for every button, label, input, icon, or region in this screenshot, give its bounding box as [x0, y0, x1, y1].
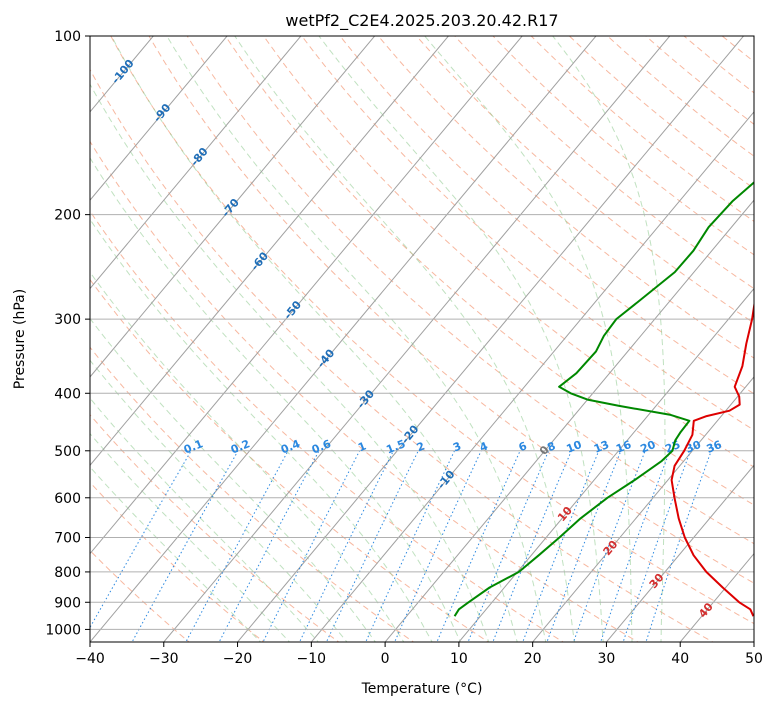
dry-adiabat-line: [90, 210, 565, 642]
moist-adiabat-line: [318, 36, 604, 642]
y-tick-label: 900: [54, 595, 81, 611]
dry-adiabat-line: [415, 36, 754, 324]
dry-adiabat-line: [186, 36, 754, 545]
x-tick-label: 40: [671, 651, 689, 667]
isotherm-line: [532, 376, 754, 642]
dry-adiabat-line: [263, 36, 754, 468]
isotherm-line: [310, 111, 754, 642]
dry-adiabat-line: [301, 36, 754, 431]
y-tick-label: 800: [54, 565, 81, 581]
y-tick-label: 100: [54, 29, 81, 45]
moist-adiabat-line: [234, 36, 575, 642]
moist-adiabat-line: [90, 218, 433, 642]
mixing-ratio-label: 1: [356, 439, 368, 454]
dry-adiabat-line: [90, 278, 490, 642]
dry-adiabat-line: [339, 36, 754, 395]
mixing-ratio-line: [262, 450, 361, 642]
dry-adiabat-line: [90, 140, 639, 642]
mixing-ratio-line: [185, 450, 289, 642]
mixing-ratio-label: 2: [415, 439, 427, 454]
plot-frame: [89, 35, 755, 643]
y-tick-label: 700: [54, 531, 81, 547]
mixing-ratio-label: 8: [545, 439, 557, 454]
isotherm-line: [384, 199, 754, 642]
x-tick-label: 20: [524, 651, 542, 667]
x-tick-label: −10: [297, 651, 327, 667]
dry-adiabat-line: [90, 413, 340, 642]
y-axis-label: Pressure (hPa): [12, 289, 28, 389]
isotherm-line: [605, 464, 754, 642]
moist-adiabat-line: [90, 83, 490, 642]
isotherm-line: [90, 36, 302, 290]
y-axis-ticks: 100 200 300 400 500 600 700 800 900 1000: [45, 29, 90, 638]
dry-adiabat-line: [90, 68, 714, 642]
mixing-ratio-line: [131, 450, 239, 642]
mixing-ratio-line: [573, 450, 646, 642]
x-tick-label: −40: [75, 651, 105, 667]
y-tick-label: 300: [54, 312, 81, 328]
mixing-ratio-label: 20: [638, 438, 657, 456]
mixing-ratio-label: 13: [592, 438, 611, 456]
mixing-ratio-label: 10: [565, 438, 584, 456]
moist-adiabat-line: [90, 466, 262, 642]
dry-adiabat-line: [224, 36, 754, 506]
mixing-ratio-label: 36: [705, 438, 724, 456]
mixing-ratio-line: [90, 450, 192, 629]
x-axis-label: Temperature (°C): [361, 681, 483, 697]
moist-adiabat-line: [90, 432, 291, 642]
pressure-grid: [90, 36, 754, 630]
dewpoint-profile-line: [453, 181, 754, 617]
x-tick-label: 10: [450, 651, 468, 667]
moist-adiabat-line: [110, 36, 518, 642]
mixing-ratio-line: [492, 450, 572, 642]
moist-adiabat-line: [90, 317, 376, 642]
isotherm-line: [90, 36, 376, 378]
x-tick-label: −20: [223, 651, 253, 667]
mixing-ratio-line: [522, 450, 600, 642]
mixing-ratio-line: [394, 450, 482, 642]
x-tick-label: 0: [381, 651, 390, 667]
x-tick-label: 30: [598, 651, 616, 667]
mixing-ratio-label: 16: [614, 438, 633, 456]
dry-adiabat-line: [110, 36, 754, 625]
plot-background: [90, 36, 754, 642]
temperature-profile-line: [670, 300, 754, 617]
mixing-ratio-line: [546, 450, 622, 642]
mixing-ratio-line: [218, 450, 320, 642]
isotherm-line: [90, 36, 228, 201]
isotherm-line: [90, 36, 450, 467]
y-tick-label: 1000: [45, 622, 81, 638]
moist-adiabat-line: [552, 36, 666, 642]
x-tick-label: 50: [745, 651, 763, 667]
mixing-ratio-line: [436, 450, 521, 642]
isotherm-line: [163, 36, 671, 642]
chart-title: wetPf2_C2E4.2025.203.20.42.R17: [285, 11, 558, 31]
dry-adiabat-line: [492, 36, 754, 256]
dry-adiabat-line: [454, 36, 754, 290]
isotherm-line: [236, 36, 745, 642]
mixing-ratio-label: 3: [451, 439, 463, 454]
moist-adiabat-line: [90, 397, 319, 642]
y-tick-label: 200: [54, 208, 81, 224]
y-tick-label: 400: [54, 386, 81, 402]
moist-adiabat-line: [424, 36, 633, 642]
x-axis-ticks: −40 −30 −20 −10 0 10 20 30 40 50: [75, 642, 763, 667]
moist-adiabat-line: [166, 36, 547, 642]
mixing-ratio-line: [467, 450, 550, 642]
profile-series-group: [453, 181, 754, 617]
isotherm-line: [90, 36, 523, 555]
thermo-background-lines: [90, 36, 754, 642]
y-tick-label: 500: [54, 444, 81, 460]
isotherm-line: [458, 287, 754, 642]
isotherm-line: [90, 36, 597, 642]
y-tick-label: 600: [54, 491, 81, 507]
x-tick-label: −30: [149, 651, 179, 667]
